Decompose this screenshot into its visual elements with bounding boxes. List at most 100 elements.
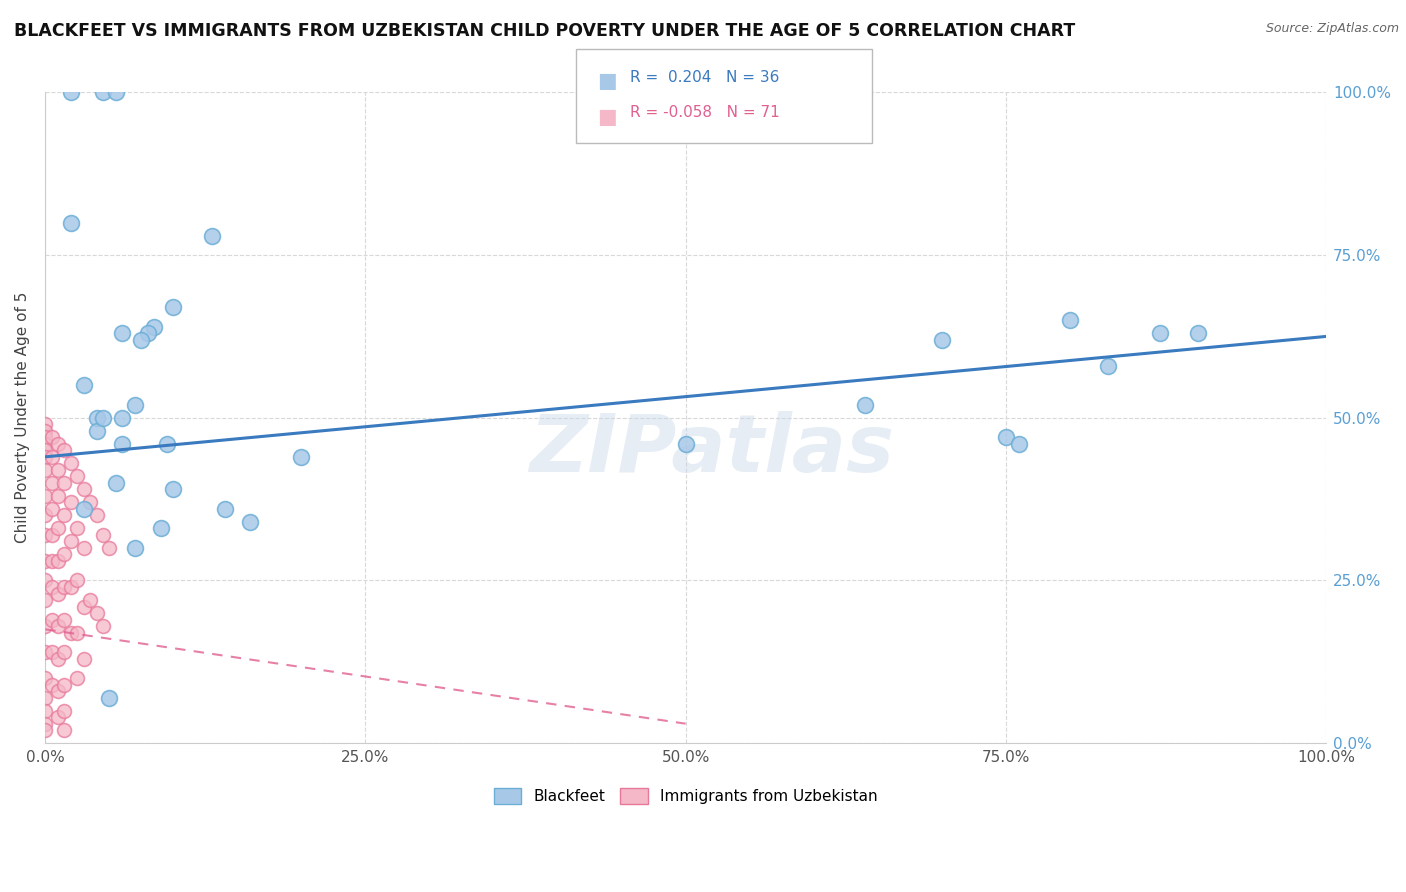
Point [104, 475, 127, 490]
Point [34, 437, 56, 451]
Point [59, 495, 82, 509]
Point [34, 690, 56, 705]
Point [53, 443, 76, 458]
Point [34, 645, 56, 659]
Point [931, 333, 953, 347]
Point [41, 502, 63, 516]
Text: ZIPatlas: ZIPatlas [529, 411, 894, 490]
Point [46, 489, 69, 503]
Text: BLACKFEET VS IMMIGRANTS FROM UZBEKISTAN CHILD POVERTY UNDER THE AGE OF 5 CORRELA: BLACKFEET VS IMMIGRANTS FROM UZBEKISTAN … [14, 22, 1076, 40]
Point [66, 469, 89, 483]
Point [34, 463, 56, 477]
Point [73, 599, 96, 614]
Point [1149, 326, 1171, 341]
Point [124, 541, 146, 555]
Point [66, 521, 89, 535]
Point [131, 333, 153, 347]
Point [98, 690, 121, 705]
Point [104, 86, 127, 100]
Point [86, 606, 108, 620]
Point [53, 678, 76, 692]
Point [46, 619, 69, 633]
Point [34, 508, 56, 523]
Point [59, 534, 82, 549]
Point [53, 508, 76, 523]
Y-axis label: Child Poverty Under the Age of 5: Child Poverty Under the Age of 5 [15, 292, 30, 543]
Point [53, 613, 76, 627]
Point [53, 645, 76, 659]
Point [41, 450, 63, 464]
Point [34, 671, 56, 685]
Point [1059, 313, 1081, 327]
Point [1008, 437, 1031, 451]
Point [41, 678, 63, 692]
Point [86, 508, 108, 523]
Point [853, 398, 876, 412]
Point [91, 86, 114, 100]
Point [53, 704, 76, 718]
Point [79, 495, 101, 509]
Point [46, 710, 69, 724]
Point [41, 613, 63, 627]
Point [79, 593, 101, 607]
Point [34, 489, 56, 503]
Point [53, 475, 76, 490]
Point [162, 300, 184, 314]
Point [46, 651, 69, 665]
Point [111, 326, 134, 341]
Point [59, 456, 82, 470]
Point [73, 378, 96, 392]
Point [66, 671, 89, 685]
Point [59, 215, 82, 229]
Text: ■: ■ [598, 107, 617, 127]
Point [1097, 359, 1119, 373]
Point [124, 398, 146, 412]
Point [46, 463, 69, 477]
Point [59, 625, 82, 640]
Point [98, 541, 121, 555]
Point [46, 437, 69, 451]
Point [290, 450, 312, 464]
Point [34, 417, 56, 432]
Point [34, 704, 56, 718]
Point [53, 548, 76, 562]
Point [86, 410, 108, 425]
Point [162, 483, 184, 497]
Point [136, 326, 159, 341]
Point [34, 554, 56, 568]
Point [34, 424, 56, 438]
Point [46, 521, 69, 535]
Point [53, 580, 76, 594]
Text: R = -0.058   N = 71: R = -0.058 N = 71 [630, 105, 780, 120]
Point [1187, 326, 1209, 341]
Point [214, 502, 236, 516]
Point [46, 554, 69, 568]
Point [156, 437, 179, 451]
Point [86, 424, 108, 438]
Point [34, 716, 56, 731]
Point [91, 410, 114, 425]
Point [41, 430, 63, 444]
Point [46, 586, 69, 600]
Point [73, 651, 96, 665]
Text: Source: ZipAtlas.com: Source: ZipAtlas.com [1265, 22, 1399, 36]
Point [59, 86, 82, 100]
Point [34, 528, 56, 542]
Point [41, 475, 63, 490]
Point [66, 625, 89, 640]
Point [73, 483, 96, 497]
Text: ■: ■ [598, 71, 617, 91]
Point [73, 541, 96, 555]
Point [34, 430, 56, 444]
Point [111, 410, 134, 425]
Point [34, 619, 56, 633]
Point [675, 437, 697, 451]
Point [91, 619, 114, 633]
Point [201, 228, 224, 243]
Point [53, 723, 76, 738]
Point [34, 450, 56, 464]
Point [34, 723, 56, 738]
Point [34, 593, 56, 607]
Point [143, 319, 166, 334]
Point [41, 645, 63, 659]
